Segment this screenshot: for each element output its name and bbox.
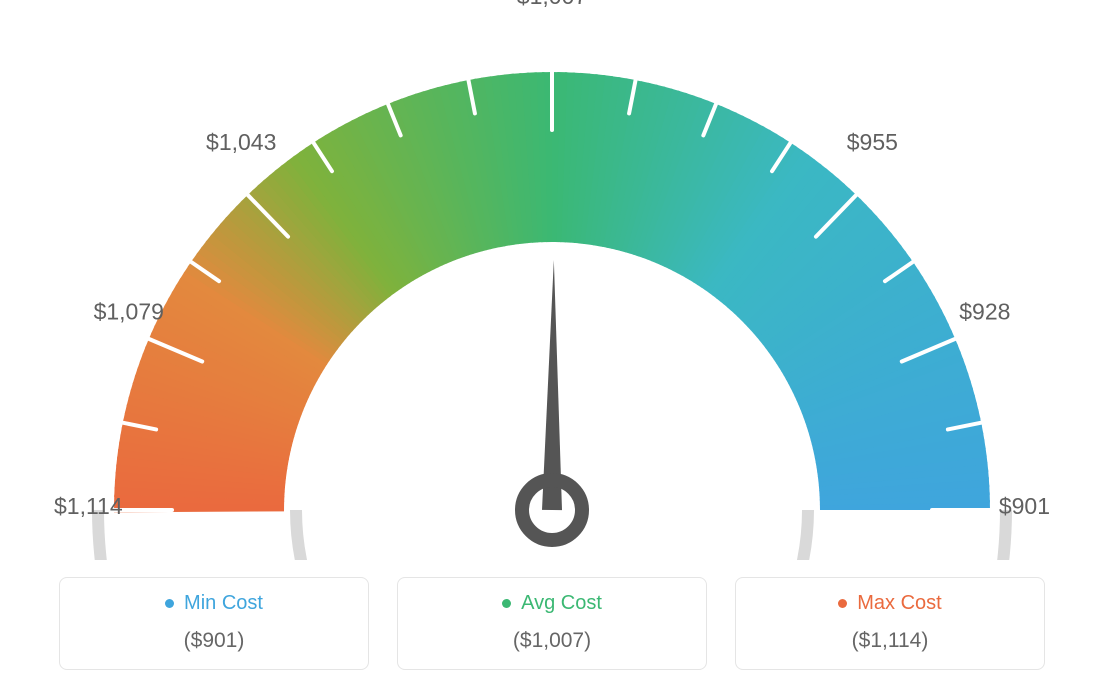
gauge-tick-label: $928 <box>959 298 1010 324</box>
legend-label-avg: Avg Cost <box>521 592 602 615</box>
legend-card-min: Min Cost ($901) <box>59 577 369 670</box>
gauge-svg: $901 $928 $955 $1,007 $1,043 $1,079 $1,114 <box>0 0 1104 560</box>
gauge-tick-label: $1,043 <box>206 129 276 155</box>
legend-card-avg: Avg Cost ($1,007) <box>397 577 707 670</box>
gauge-needle <box>542 260 562 510</box>
legend-dot-min <box>165 599 174 608</box>
legend-title-max: Max Cost <box>838 592 941 615</box>
legend-card-max: Max Cost ($1,114) <box>735 577 1045 670</box>
gauge-tick-label: $901 <box>999 493 1050 519</box>
legend-value-max: ($1,114) <box>736 629 1044 653</box>
gauge-tick-label: $1,079 <box>94 298 164 324</box>
legend-value-avg: ($1,007) <box>398 629 706 653</box>
legend-value-min: ($901) <box>60 629 368 653</box>
gauge-tick-label: $1,007 <box>517 0 587 9</box>
gauge-tick-label: $955 <box>847 129 898 155</box>
legend-label-min: Min Cost <box>184 592 263 615</box>
legend-dot-avg <box>502 599 511 608</box>
legend-label-max: Max Cost <box>857 592 941 615</box>
gauge-tick-label: $1,114 <box>54 493 123 519</box>
gauge-area: $901 $928 $955 $1,007 $1,043 $1,079 $1,114 <box>0 0 1104 560</box>
legend-row: Min Cost ($901) Avg Cost ($1,007) Max Co… <box>0 577 1104 670</box>
gauge-chart-container: $901 $928 $955 $1,007 $1,043 $1,079 $1,114 Min… <box>0 0 1104 690</box>
legend-title-min: Min Cost <box>165 592 263 615</box>
legend-dot-max <box>838 599 847 608</box>
legend-title-avg: Avg Cost <box>502 592 602 615</box>
